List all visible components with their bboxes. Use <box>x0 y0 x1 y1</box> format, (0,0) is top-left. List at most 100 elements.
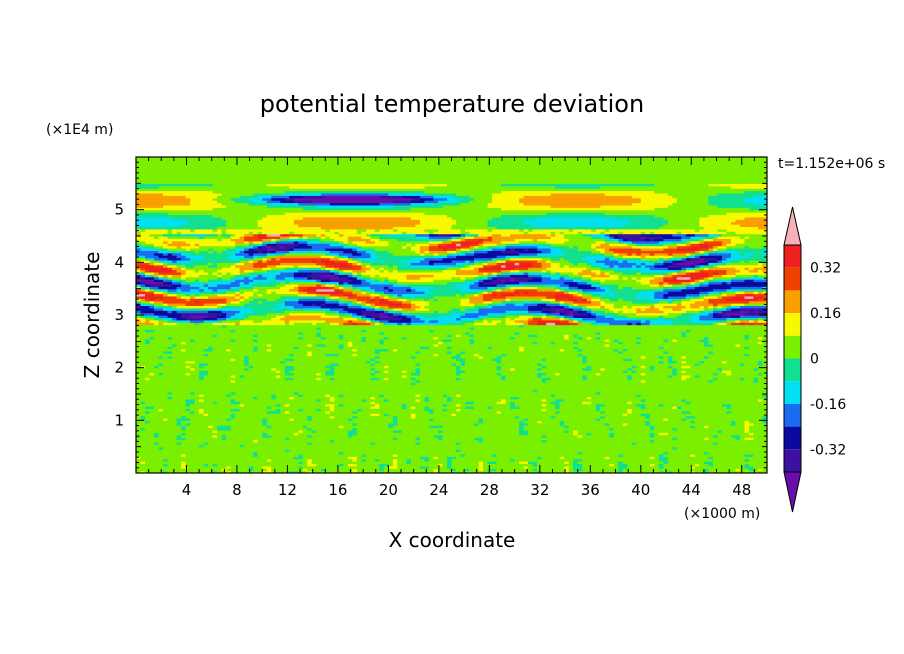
heatmap-cell <box>203 456 209 460</box>
heatmap-cell <box>199 429 205 433</box>
heatmap-cell <box>433 463 439 467</box>
heatmap-cell <box>419 437 426 441</box>
heatmap-cell <box>374 465 380 469</box>
heatmap-cell <box>564 441 570 445</box>
heatmap-cell <box>352 463 358 467</box>
heatmap-cell <box>451 425 457 429</box>
heatmap-cell <box>591 463 597 467</box>
heatmap-cell <box>145 458 151 462</box>
heatmap-cell <box>433 439 439 443</box>
heatmap-cell <box>600 437 606 441</box>
heatmap-cell <box>181 439 187 443</box>
heatmap-cell <box>383 439 389 443</box>
heatmap-cell <box>469 422 475 426</box>
heatmap-cell <box>708 441 714 445</box>
heatmap-cell <box>172 453 178 457</box>
heatmap-cell <box>271 444 277 448</box>
heatmap-cell <box>158 444 164 448</box>
heatmap-cell <box>510 465 516 469</box>
heatmap-cell <box>501 425 507 429</box>
heatmap-cell <box>311 425 317 429</box>
heatmap-cell <box>352 429 358 433</box>
heatmap-cell <box>636 453 642 457</box>
heatmap-cell <box>505 458 511 462</box>
heatmap-cell <box>582 427 588 431</box>
heatmap-cell <box>528 446 534 450</box>
heatmap-cell <box>532 461 538 465</box>
heatmap-cell <box>316 434 322 438</box>
heatmap-cell <box>582 444 588 448</box>
heatmap-cell <box>289 434 295 438</box>
heatmap-cell <box>577 465 583 469</box>
heatmap-cell <box>388 425 394 429</box>
heatmap-cell <box>415 449 421 453</box>
heatmap-cell <box>154 422 160 426</box>
heatmap-cell <box>275 444 281 448</box>
heatmap-cell <box>361 461 367 465</box>
heatmap-cell <box>685 434 691 438</box>
heatmap-cell <box>483 444 489 448</box>
heatmap-cell <box>487 422 493 426</box>
heatmap-cell <box>275 465 281 469</box>
heatmap-cell <box>699 463 705 467</box>
heatmap-cell <box>613 429 619 433</box>
heatmap-cell <box>392 434 399 438</box>
heatmap-cell <box>230 441 236 445</box>
heatmap-cell <box>690 439 696 443</box>
heatmap-cell <box>654 427 660 431</box>
heatmap-cell <box>460 449 466 453</box>
heatmap-cell <box>523 451 529 455</box>
heatmap-cell <box>329 463 335 467</box>
heatmap-cell <box>428 470 435 473</box>
heatmap-cell <box>217 465 223 469</box>
heatmap-cell <box>757 470 764 473</box>
heatmap-cell <box>523 429 529 433</box>
heatmap-cell <box>546 434 552 438</box>
heatmap-cell <box>221 458 227 462</box>
heatmap-cell <box>239 468 245 472</box>
heatmap-cell <box>717 425 723 429</box>
heatmap-cell <box>487 461 493 465</box>
heatmap-cell <box>622 470 628 473</box>
heatmap-cell <box>555 463 561 467</box>
heatmap-cell <box>374 444 380 448</box>
heatmap-cell <box>550 432 556 436</box>
heatmap-cell <box>140 437 146 441</box>
heatmap-cell <box>230 425 236 429</box>
heatmap-cell <box>672 444 678 448</box>
heatmap-cell <box>735 446 741 450</box>
heatmap-cell <box>239 461 245 465</box>
heatmap-cell <box>397 468 403 472</box>
heatmap-cell <box>528 456 534 460</box>
heatmap-cell <box>744 425 750 429</box>
heatmap-cell <box>654 465 660 469</box>
heatmap-cell <box>636 470 642 473</box>
heatmap-cell <box>735 429 741 433</box>
heatmap-cell <box>208 444 214 448</box>
heatmap-cell <box>406 463 412 467</box>
heatmap-cell <box>194 451 200 455</box>
heatmap-field <box>136 157 767 473</box>
heatmap-cell <box>388 429 394 433</box>
heatmap-cell <box>685 470 691 473</box>
heatmap-cell <box>762 451 767 455</box>
heatmap-cell <box>573 439 579 443</box>
heatmap-cell <box>640 444 646 448</box>
heatmap-cell <box>343 449 349 453</box>
heatmap-cell <box>298 449 304 453</box>
heatmap-cell <box>181 429 187 433</box>
heatmap-cell <box>469 456 475 460</box>
heatmap-cell <box>456 453 462 457</box>
heatmap-cell <box>654 439 660 443</box>
heatmap-cell <box>622 425 628 429</box>
heatmap-cell <box>564 463 570 467</box>
heatmap-cell <box>699 449 705 453</box>
heatmap-cell <box>622 456 628 460</box>
heatmap-cell <box>275 434 281 438</box>
heatmap-cell <box>334 456 340 460</box>
heatmap-cell <box>374 449 380 453</box>
heatmap-cell <box>465 446 471 450</box>
heatmap-cell <box>663 453 669 457</box>
heatmap-cell <box>307 437 313 441</box>
heatmap-cell <box>334 449 340 453</box>
